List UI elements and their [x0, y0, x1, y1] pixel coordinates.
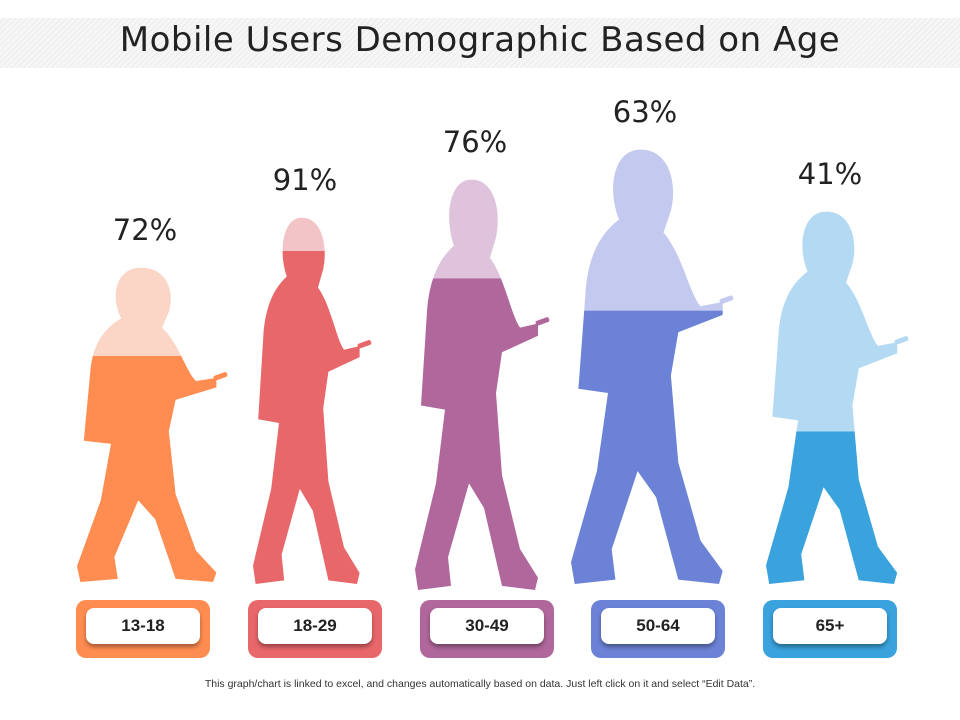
- footnote: This graph/chart is linked to excel, and…: [204, 678, 756, 690]
- phone-icon: [213, 372, 228, 381]
- bar-figure-30-49: [415, 179, 550, 590]
- title-band: [0, 18, 960, 68]
- bar-figure-13-18: [77, 267, 228, 582]
- bar-value-fill: [766, 431, 898, 584]
- bar-remainder: [93, 267, 182, 356]
- chart-title: Mobile Users Demographic Based on Age: [119, 20, 841, 60]
- category-label: 65+: [773, 608, 887, 644]
- bar-value-fill: [253, 250, 360, 584]
- phone-icon: [719, 295, 734, 304]
- category-box: 30-49: [420, 600, 554, 658]
- bar-value-fill: [571, 310, 723, 584]
- bar-figure-65+: [766, 211, 909, 584]
- bar-remainder: [584, 149, 723, 311]
- bar-remainder: [282, 217, 325, 251]
- data-label: 76%: [443, 125, 507, 159]
- data-label: 41%: [798, 157, 862, 191]
- category-box: 50-64: [591, 600, 725, 658]
- category-label: 50-64: [601, 608, 715, 644]
- data-label: 72%: [113, 213, 177, 247]
- category-box: 65+: [763, 600, 897, 658]
- phone-icon: [894, 336, 909, 345]
- bar-value-fill: [77, 355, 217, 582]
- bar-remainder: [433, 179, 501, 279]
- bar-remainder: [772, 211, 898, 432]
- data-label: 91%: [273, 163, 337, 197]
- bar-value-fill: [415, 278, 538, 590]
- bar-figure-50-64: [571, 149, 734, 584]
- phone-icon: [357, 340, 372, 349]
- category-label: 13-18: [86, 608, 200, 644]
- category-label: 18-29: [258, 608, 372, 644]
- phone-icon: [535, 317, 550, 326]
- category-label: 30-49: [430, 608, 544, 644]
- category-box: 18-29: [248, 600, 382, 658]
- category-box: 13-18: [76, 600, 210, 658]
- data-label: 63%: [613, 95, 677, 129]
- bar-figure-18-29: [253, 217, 372, 584]
